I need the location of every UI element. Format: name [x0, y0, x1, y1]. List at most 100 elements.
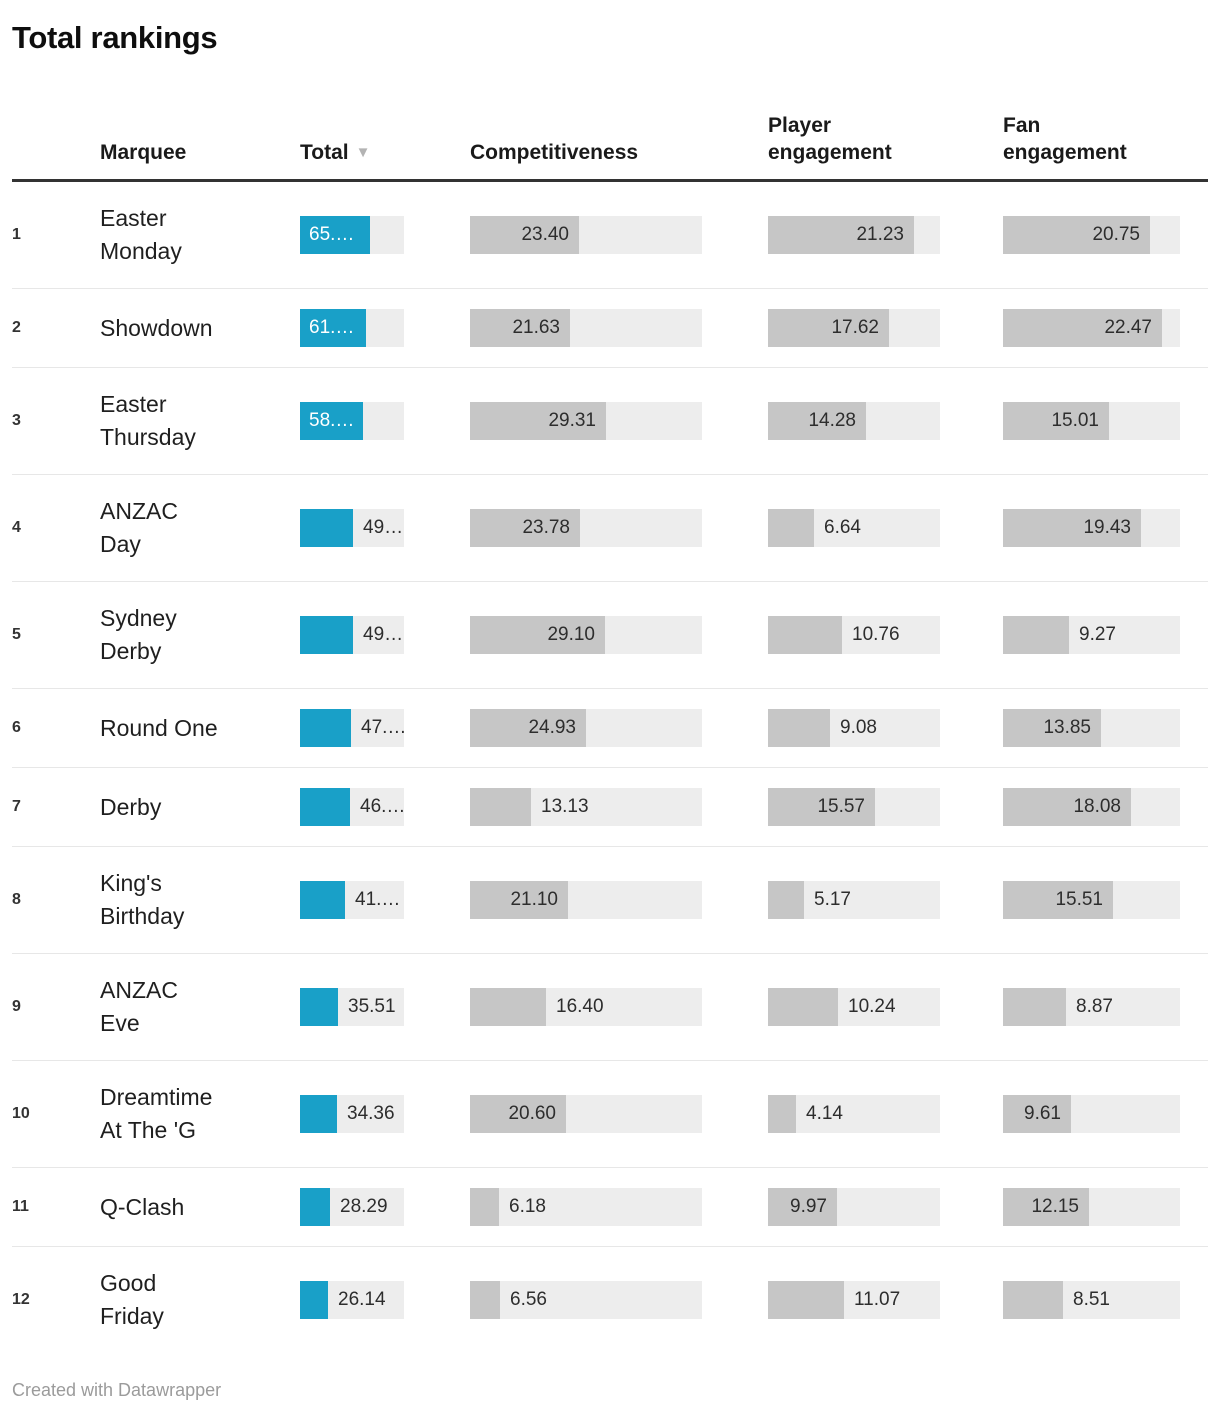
total-bar-track: 61.…	[300, 309, 404, 347]
player-engagement-bar	[768, 309, 889, 347]
fan-engagement-value-label: 8.87	[1076, 996, 1113, 1017]
table-row: 6 Round One 47.… 24.93 9.08 13.85	[12, 688, 1208, 767]
competitiveness-bar-track: 21.63	[470, 309, 702, 347]
player-engagement-bar	[768, 216, 914, 254]
competitiveness-value-label: 29.10	[547, 624, 595, 645]
fan-engagement-bar	[1003, 216, 1150, 254]
competitiveness-bar	[470, 1281, 500, 1319]
fan-engagement-cell: 15.01	[1003, 382, 1208, 460]
fan-engagement-bar-track: 20.75	[1003, 216, 1180, 254]
column-header-marquee-label: Marquee	[100, 141, 187, 164]
marquee-label: Showdown	[100, 314, 213, 341]
fan-engagement-bar-track: 12.15	[1003, 1188, 1180, 1226]
total-cell: 35.51	[300, 968, 470, 1046]
rank-label: 9	[12, 998, 21, 1015]
total-cell: 46.…	[300, 768, 470, 846]
fan-engagement-bar-track: 22.47	[1003, 309, 1180, 347]
marquee-label: Round One	[100, 714, 218, 741]
table-row: 3 Easter Thursday 58.… 29.31 14.28 15.01	[12, 367, 1208, 474]
player-engagement-cell: 4.14	[768, 1075, 1003, 1153]
competitiveness-value-label: 21.10	[510, 889, 558, 910]
total-value-label: 49…	[363, 624, 404, 645]
competitiveness-value-label: 20.60	[508, 1103, 556, 1124]
competitiveness-bar-track: 6.18	[470, 1188, 702, 1226]
fan-engagement-bar	[1003, 309, 1162, 347]
total-bar	[300, 1188, 330, 1226]
player-engagement-bar-track: 11.07	[768, 1281, 940, 1319]
player-engagement-value-label: 5.17	[814, 889, 851, 910]
competitiveness-bar-track: 16.40	[470, 988, 702, 1026]
fan-engagement-bar	[1003, 1095, 1071, 1133]
total-value-label: 61.…	[309, 317, 355, 338]
player-engagement-bar-track: 6.64	[768, 509, 940, 547]
player-engagement-value-label: 10.76	[852, 624, 900, 645]
player-engagement-bar-track: 4.14	[768, 1095, 940, 1133]
competitiveness-value-label: 21.63	[512, 317, 560, 338]
fan-engagement-value-label: 12.15	[1031, 1196, 1079, 1217]
competitiveness-bar-track: 13.13	[470, 788, 702, 826]
total-bar	[300, 1281, 328, 1319]
fan-engagement-bar	[1003, 1281, 1063, 1319]
player-engagement-value-label: 9.97	[790, 1196, 827, 1217]
total-bar	[300, 402, 363, 440]
fan-engagement-cell: 12.15	[1003, 1168, 1208, 1246]
attribution-link[interactable]: Created with Datawrapper	[12, 1380, 222, 1400]
competitiveness-value-label: 16.40	[556, 996, 604, 1017]
fan-engagement-bar-track: 13.85	[1003, 709, 1180, 747]
fan-engagement-bar	[1003, 1188, 1089, 1226]
total-bar-track: 49…	[300, 616, 404, 654]
total-bar	[300, 709, 351, 747]
column-header-competitiveness-label: Competitiveness	[470, 141, 639, 164]
rank-label: 3	[12, 412, 21, 429]
rank-label: 1	[12, 226, 21, 243]
fan-engagement-value-label: 18.08	[1073, 796, 1121, 817]
fan-engagement-bar-track: 9.61	[1003, 1095, 1180, 1133]
competitiveness-cell: 6.18	[470, 1168, 768, 1246]
marquee-label: Q-Clash	[100, 1193, 185, 1220]
player-engagement-bar	[768, 1188, 837, 1226]
player-engagement-cell: 10.76	[768, 596, 1003, 674]
player-engagement-cell: 10.24	[768, 968, 1003, 1046]
competitiveness-value-label: 13.13	[541, 796, 589, 817]
fan-engagement-bar	[1003, 988, 1066, 1026]
fan-engagement-cell: 18.08	[1003, 768, 1208, 846]
total-bar	[300, 509, 353, 547]
competitiveness-bar	[470, 1095, 566, 1133]
player-engagement-cell: 5.17	[768, 861, 1003, 939]
total-bar-track: 35.51	[300, 988, 404, 1026]
competitiveness-value-label: 23.78	[522, 517, 570, 538]
table-body: 1 Easter Monday 65.… 23.40 21.23 20.75	[12, 182, 1208, 1353]
marquee-label: ANZAC Day	[100, 498, 178, 557]
fan-engagement-bar-track: 8.51	[1003, 1281, 1180, 1319]
column-header-marquee[interactable]: Marquee	[100, 139, 300, 166]
fan-engagement-value-label: 13.85	[1043, 717, 1091, 738]
column-header-competitiveness[interactable]: Competitiveness	[470, 139, 768, 166]
competitiveness-value-label: 23.40	[521, 224, 569, 245]
rank-label: 5	[12, 626, 21, 643]
fan-engagement-bar-track: 8.87	[1003, 988, 1180, 1026]
player-engagement-bar-track: 9.08	[768, 709, 940, 747]
fan-engagement-cell: 8.87	[1003, 968, 1208, 1046]
column-header-fan-engagement-label: Fan engagement	[1003, 114, 1127, 164]
competitiveness-bar	[470, 788, 531, 826]
fan-engagement-value-label: 15.01	[1051, 410, 1099, 431]
rank-label: 7	[12, 798, 21, 815]
player-engagement-value-label: 15.57	[817, 796, 865, 817]
fan-engagement-cell: 9.61	[1003, 1075, 1208, 1153]
column-header-total-label: Total	[300, 141, 349, 164]
fan-engagement-value-label: 19.43	[1083, 517, 1131, 538]
fan-engagement-cell: 15.51	[1003, 861, 1208, 939]
total-bar-track: 46.…	[300, 788, 405, 826]
rank-label: 12	[12, 1291, 30, 1308]
competitiveness-value-label: 24.93	[528, 717, 576, 738]
total-cell: 26.14	[300, 1261, 470, 1339]
fan-engagement-value-label: 15.51	[1055, 889, 1103, 910]
column-header-fan-engagement[interactable]: Fan engagement	[1003, 112, 1208, 166]
column-header-player-engagement[interactable]: Player engagement	[768, 112, 1003, 166]
player-engagement-bar	[768, 881, 804, 919]
total-cell: 58.…	[300, 382, 470, 460]
column-header-total[interactable]: Total ▼	[300, 139, 470, 166]
marquee-label: Good Friday	[100, 1270, 164, 1329]
player-engagement-bar	[768, 402, 866, 440]
total-bar-track: 28.29	[300, 1188, 404, 1226]
